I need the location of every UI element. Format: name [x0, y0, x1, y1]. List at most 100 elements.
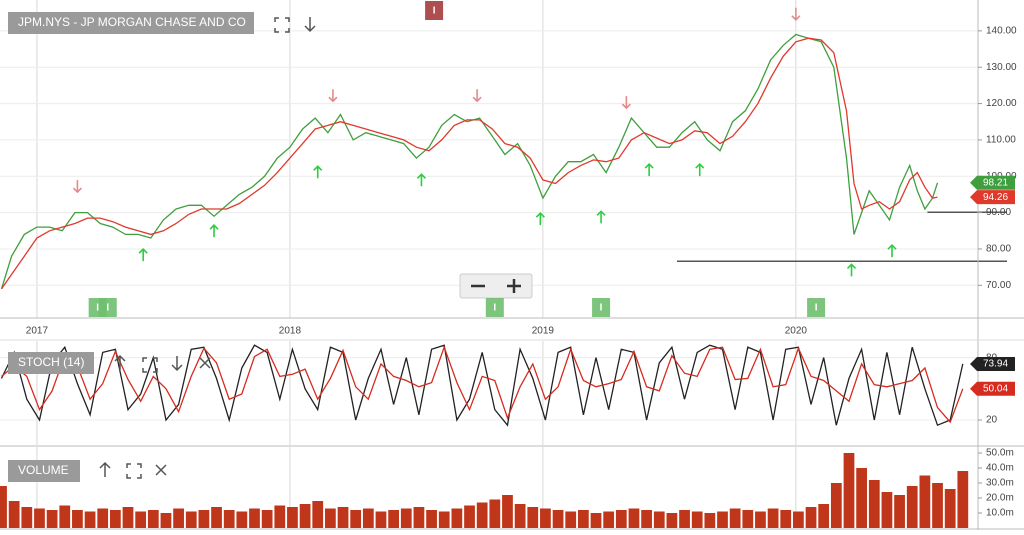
volume-bar	[287, 507, 298, 528]
volume-bar	[540, 508, 551, 528]
close-icon[interactable]	[155, 464, 167, 476]
volume-bar	[160, 513, 172, 528]
volume-bar	[843, 453, 855, 528]
y-tick-label: 40.0m	[986, 463, 1014, 474]
series-line	[1, 345, 964, 424]
overlay-layer: JPM.NYS - JP MORGAN CHASE AND CO STOCH (…	[8, 1, 1017, 519]
volume-bar	[84, 511, 96, 528]
volume-bar	[805, 507, 817, 528]
volume-bar	[552, 510, 564, 528]
event-marker	[807, 298, 826, 317]
volume-bar	[72, 510, 83, 528]
event-marker	[592, 298, 611, 317]
series-line	[0, 33, 939, 290]
volume-bar	[0, 486, 7, 528]
volume-bar	[337, 507, 349, 528]
y-tick-label: 90.00	[986, 207, 1011, 218]
volume-bar	[97, 508, 109, 528]
last-value-label: 73.94	[983, 359, 1008, 370]
volume-bar	[388, 510, 400, 528]
move-down-icon[interactable]	[304, 17, 316, 33]
volume-bar	[944, 489, 956, 528]
sell-signal	[72, 180, 82, 194]
volume-bar	[906, 486, 918, 528]
move-up-icon[interactable]	[99, 461, 111, 477]
expand-icon[interactable]	[126, 463, 142, 479]
y-tick-label: 30.0m	[986, 478, 1014, 489]
event-marker	[98, 298, 117, 317]
volume-bar	[919, 475, 931, 528]
volume-bar	[793, 511, 804, 528]
zoom-out-button[interactable]	[461, 275, 495, 297]
last-value-label: 94.26	[983, 192, 1008, 203]
volume-bar	[362, 508, 374, 528]
volume-bar	[641, 510, 652, 528]
y-tick-label: 110.00	[986, 135, 1016, 146]
last-value-tag	[970, 356, 1015, 371]
series-line	[0, 37, 938, 290]
move-up-icon[interactable]	[114, 354, 126, 370]
buy-signal	[695, 162, 705, 177]
volume-bar	[565, 511, 577, 528]
volume-bar	[223, 510, 235, 528]
buy-signal	[535, 212, 545, 226]
x-tick-label: 2018	[279, 326, 302, 337]
plus-icon	[507, 279, 521, 293]
title-box	[8, 352, 94, 374]
volume-bar	[767, 508, 779, 528]
volume-bar	[755, 511, 766, 528]
expand-icon[interactable]	[274, 17, 290, 33]
buy-signal	[313, 165, 323, 179]
close-icon[interactable]	[199, 357, 211, 369]
move-down-icon[interactable]	[171, 356, 183, 372]
volume-bar	[717, 511, 728, 528]
event-label: I	[96, 303, 99, 314]
event-label: I	[433, 6, 436, 17]
volume-bar	[299, 504, 311, 528]
sell-signal	[791, 7, 801, 21]
x-tick-label: 2019	[532, 326, 555, 337]
volume-bar	[514, 504, 526, 528]
volume-bar	[426, 510, 437, 528]
last-value-tag	[970, 190, 1015, 205]
volume-bar	[818, 504, 830, 528]
last-value-label: 50.04	[983, 383, 1008, 394]
y-tick-label: 50.0m	[986, 448, 1014, 459]
event-label: I	[493, 303, 496, 314]
volume-bar	[957, 471, 969, 528]
volume-bar	[742, 510, 754, 528]
volume-bar	[628, 508, 640, 528]
volume-bar	[881, 492, 893, 528]
volume-bar	[729, 508, 741, 528]
volume-bar	[653, 511, 665, 528]
volume-bar	[274, 505, 286, 528]
volume-bar	[8, 501, 20, 528]
volume-bar	[350, 510, 362, 528]
volume-bar	[249, 508, 260, 528]
mark-layer	[0, 33, 1007, 528]
event-label: I	[600, 303, 603, 314]
volume-bar	[868, 480, 880, 528]
event-marker	[425, 1, 444, 20]
volume-bar	[894, 495, 905, 528]
y-tick-label: 120.00	[986, 98, 1017, 109]
volume-bar	[173, 508, 184, 528]
volume-bar	[527, 507, 539, 528]
volume-bar	[464, 505, 475, 528]
volume-bar	[691, 511, 703, 528]
volume-bar	[577, 510, 589, 528]
volume-bar	[615, 510, 627, 528]
volume-bar	[34, 508, 45, 528]
expand-icon[interactable]	[142, 357, 158, 373]
volume-bar	[211, 507, 222, 528]
buy-signal	[887, 243, 897, 258]
sell-signal	[472, 89, 482, 103]
volume-bar	[185, 511, 197, 528]
zoom-in-button[interactable]	[497, 275, 531, 297]
y-tick-label: 20	[986, 415, 998, 426]
event-label: I	[815, 303, 818, 314]
panel-title: VOLUME	[18, 463, 69, 477]
buy-signal	[644, 162, 654, 177]
volume-bar	[451, 508, 463, 528]
